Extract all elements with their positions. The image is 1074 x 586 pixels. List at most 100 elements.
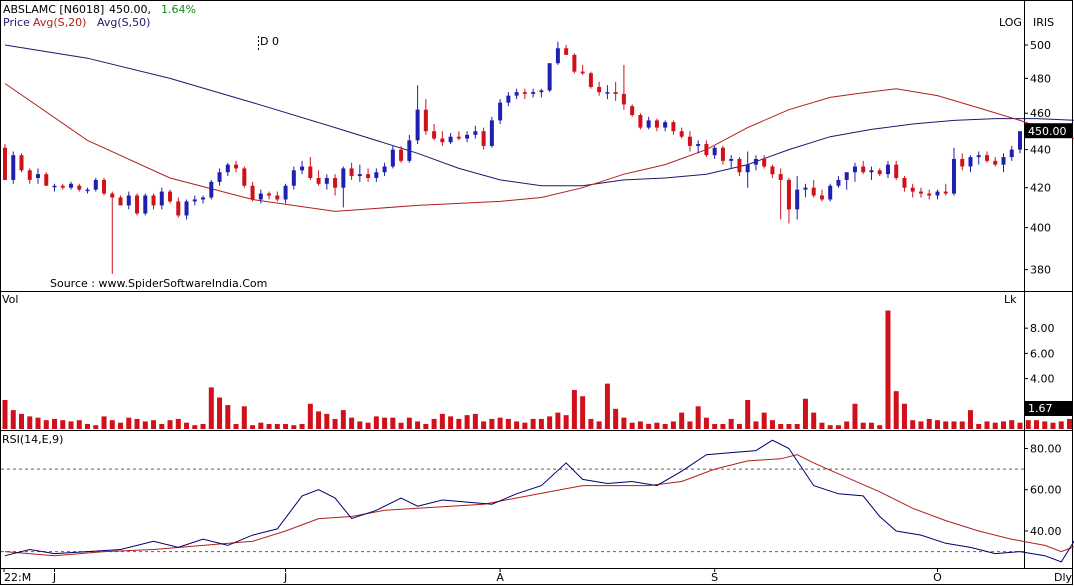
volume-bar	[613, 408, 619, 429]
volume-bar	[604, 383, 610, 429]
ma50-layer	[4, 44, 1074, 187]
candle-body	[357, 174, 362, 177]
candle	[201, 195, 206, 204]
candle	[819, 189, 824, 202]
candle	[258, 189, 263, 204]
rsi-axis-ticks: 40.00 60.00 80.00	[1, 442, 1062, 553]
candle	[333, 174, 338, 196]
ma20-layer	[4, 83, 1074, 212]
candle-body	[168, 191, 173, 202]
candle	[291, 166, 296, 190]
candle-body	[201, 197, 206, 200]
volume-bar	[398, 422, 404, 429]
candle-body	[93, 179, 98, 190]
volume-bar	[1042, 421, 1048, 429]
candle	[786, 177, 791, 224]
volume-bar	[778, 423, 784, 429]
volume-bar	[175, 418, 181, 429]
candle	[762, 155, 767, 169]
volume-bar	[250, 425, 256, 429]
volume-bar	[514, 421, 520, 429]
candle	[267, 191, 272, 200]
candle	[110, 191, 115, 274]
candle-body	[803, 187, 808, 190]
vol-unit-label: Lk	[1004, 293, 1017, 306]
candle-body	[135, 195, 140, 214]
candle	[506, 92, 511, 107]
volume-bar	[118, 422, 124, 429]
candle	[19, 153, 24, 173]
volume-bar	[687, 421, 693, 429]
volume-bar	[390, 417, 396, 429]
candle	[918, 187, 923, 198]
candle-body	[555, 48, 560, 64]
candle	[539, 88, 544, 98]
volume-bar	[167, 420, 173, 429]
candle-body	[184, 201, 189, 216]
candle	[250, 181, 255, 202]
candle	[580, 64, 585, 75]
volume-bar	[340, 410, 346, 429]
volume-bar	[35, 417, 41, 429]
volume-bar	[695, 406, 701, 429]
candle	[456, 131, 461, 141]
scale-iris-toggle[interactable]: IRIS	[1033, 16, 1054, 29]
vol-tick-label: 6.00	[1030, 347, 1055, 360]
volume-bar	[885, 310, 891, 429]
candle	[968, 155, 973, 173]
candle-body	[514, 92, 519, 96]
candle	[27, 168, 32, 184]
candle-body	[341, 168, 346, 188]
candle-body	[374, 172, 379, 178]
candle-body	[85, 189, 90, 192]
volume-bar	[860, 422, 866, 429]
candle-body	[720, 147, 725, 161]
volume-bar	[159, 423, 165, 429]
candle	[704, 140, 709, 158]
scale-log-toggle[interactable]: LOG	[999, 16, 1022, 29]
candle	[69, 181, 74, 190]
volume-bar	[811, 412, 817, 429]
candle	[1009, 145, 1014, 161]
candle-body	[630, 106, 635, 116]
volume-bars	[2, 310, 1073, 429]
volume-bar	[712, 423, 718, 429]
volume-bar	[679, 412, 685, 429]
candle-body	[11, 155, 16, 180]
candle	[44, 172, 49, 186]
volume-bar	[1050, 422, 1056, 429]
volume-bar	[142, 421, 148, 429]
legend-avg50: Avg(S,50)	[97, 16, 150, 29]
volume-bar	[844, 421, 850, 429]
candle-body	[745, 164, 750, 173]
candle	[712, 145, 717, 159]
volume-bar	[373, 416, 379, 429]
candle-body	[960, 158, 965, 167]
candle-body	[828, 185, 833, 200]
volume-bar	[976, 423, 982, 429]
volume-bar	[357, 421, 363, 429]
candle	[151, 193, 156, 210]
volume-bar	[472, 413, 478, 429]
candle-body	[918, 191, 923, 194]
candle-body	[349, 168, 354, 177]
x-tick-label: 22:M	[4, 571, 31, 584]
candle-body	[225, 164, 230, 173]
volume-bar	[439, 413, 445, 429]
candle	[1001, 153, 1006, 173]
candle-body	[489, 120, 494, 146]
candle	[984, 151, 989, 163]
candle	[126, 191, 131, 210]
candle	[902, 176, 907, 192]
volume-bar	[349, 417, 355, 429]
candle	[679, 127, 684, 139]
volume-bar	[19, 413, 25, 429]
candle-body	[597, 86, 602, 93]
candle-body	[877, 170, 882, 175]
ma20-line	[4, 83, 1074, 212]
candle-body	[440, 138, 445, 143]
candle	[910, 183, 915, 198]
candle-body	[390, 149, 395, 167]
volume-bar	[192, 425, 198, 429]
volume-bar	[918, 421, 924, 429]
